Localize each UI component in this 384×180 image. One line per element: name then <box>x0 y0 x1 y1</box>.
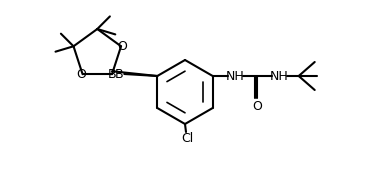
Text: NH: NH <box>225 69 244 82</box>
Text: B: B <box>115 68 124 80</box>
Text: O: O <box>117 40 127 53</box>
Text: Cl: Cl <box>181 132 193 145</box>
Text: O: O <box>252 100 262 112</box>
Text: O: O <box>77 68 86 81</box>
Text: NH: NH <box>269 69 288 82</box>
Text: B: B <box>108 68 116 81</box>
